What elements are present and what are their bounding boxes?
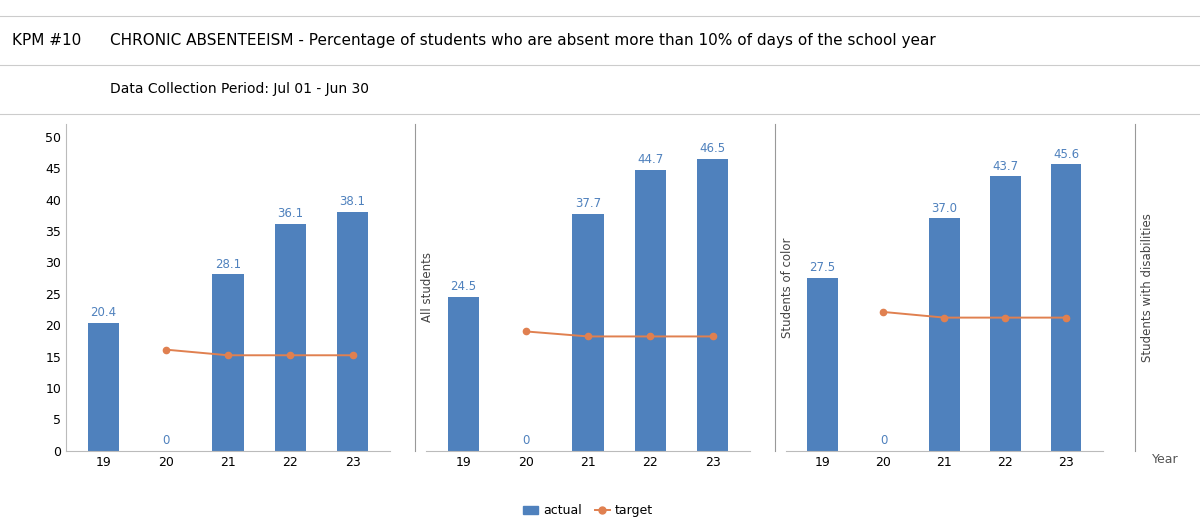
Text: Students with disabilities: Students with disabilities	[1141, 213, 1154, 362]
Text: 43.7: 43.7	[992, 160, 1019, 172]
Bar	[572, 214, 604, 451]
Text: 36.1: 36.1	[277, 207, 304, 220]
Text: 45.6: 45.6	[1054, 148, 1079, 161]
Text: 38.1: 38.1	[340, 195, 366, 208]
Text: 24.5: 24.5	[450, 280, 476, 293]
Bar	[635, 170, 666, 451]
Text: 28.1: 28.1	[215, 257, 241, 270]
Bar	[697, 159, 728, 451]
Text: 46.5: 46.5	[700, 142, 726, 155]
Bar	[88, 323, 119, 451]
Bar	[337, 211, 368, 451]
Text: 27.5: 27.5	[810, 261, 835, 275]
Text: All students: All students	[421, 252, 434, 323]
Text: Year: Year	[1152, 453, 1178, 466]
Text: 37.7: 37.7	[575, 197, 601, 210]
Bar	[212, 275, 244, 451]
Text: 20.4: 20.4	[90, 306, 116, 319]
Bar	[1051, 165, 1081, 451]
Legend: actual, target: actual, target	[518, 499, 658, 518]
Text: CHRONIC ABSENTEEISM - Percentage of students who are absent more than 10% of day: CHRONIC ABSENTEEISM - Percentage of stud…	[110, 33, 936, 48]
Bar	[929, 219, 960, 451]
Text: 0: 0	[880, 434, 887, 447]
Text: Data Collection Period: Jul 01 - Jun 30: Data Collection Period: Jul 01 - Jun 30	[110, 82, 370, 96]
Text: Students of color: Students of color	[781, 237, 794, 338]
Text: 37.0: 37.0	[931, 202, 958, 214]
Bar	[808, 278, 838, 451]
Bar	[448, 297, 479, 451]
Bar	[990, 177, 1020, 451]
Text: 44.7: 44.7	[637, 153, 664, 166]
Text: 0: 0	[162, 434, 169, 447]
Bar	[275, 224, 306, 451]
Text: KPM #10: KPM #10	[12, 33, 82, 48]
Text: 0: 0	[522, 434, 529, 447]
